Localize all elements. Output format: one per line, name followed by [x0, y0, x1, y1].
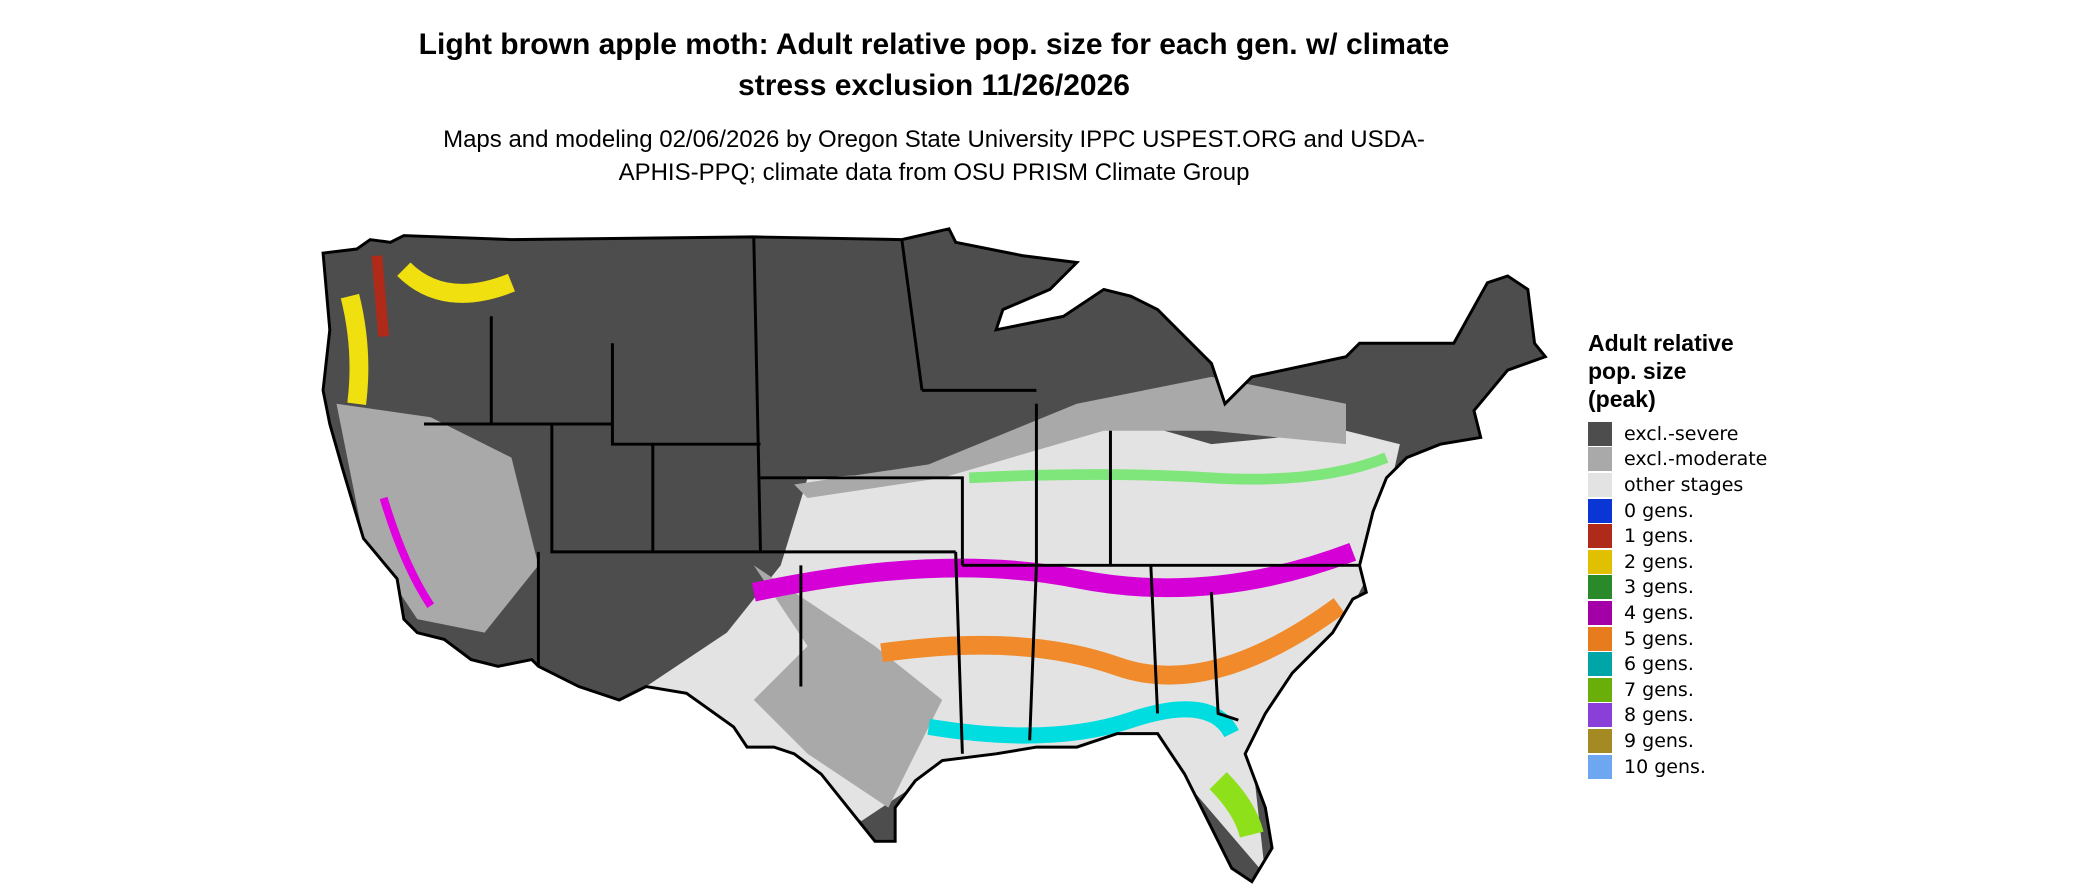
legend-item: excl.-moderate: [1588, 447, 1767, 473]
map-title: Light brown apple moth: Adult relative p…: [418, 28, 1450, 102]
legend-label: 7 gens.: [1624, 678, 1694, 701]
legend-label: 0 gens.: [1624, 499, 1694, 522]
legend-item: 7 gens.: [1588, 677, 1767, 703]
legend-label: 4 gens.: [1624, 601, 1694, 624]
legend-item: 8 gens.: [1588, 703, 1767, 729]
legend-item: 0 gens.: [1588, 498, 1767, 524]
legend: excl.-severe excl.-moderate other stages 0 …: [1588, 421, 1767, 779]
legend-item: 2 gens.: [1588, 549, 1767, 575]
legend-swatch: [1588, 421, 1612, 446]
legend-label: 8 gens.: [1624, 704, 1694, 727]
map: [321, 227, 1547, 883]
legend-label: 10 gens.: [1624, 755, 1706, 778]
legend-swatch: [1588, 728, 1612, 753]
legend-label: excl.-moderate: [1624, 448, 1768, 471]
legend-label: 3 gens.: [1624, 576, 1694, 599]
legend-swatch: [1588, 677, 1612, 702]
legend-label: 9 gens.: [1624, 729, 1694, 752]
map-subtitle: Maps and modeling 02/06/2026 by Oregon S…: [443, 126, 1425, 186]
state-borders: [321, 227, 1547, 883]
legend-item: 9 gens.: [1588, 728, 1767, 754]
legend-label: excl.-severe: [1624, 422, 1739, 445]
legend-item: 4 gens.: [1588, 600, 1767, 626]
legend-item: excl.-severe: [1588, 421, 1767, 447]
legend-swatch: [1588, 754, 1612, 779]
legend-label: 2 gens.: [1624, 550, 1694, 573]
legend-swatch: [1588, 600, 1612, 625]
legend-swatch: [1588, 472, 1612, 497]
legend-item: 3 gens.: [1588, 575, 1767, 601]
legend-label: other stages: [1624, 473, 1744, 496]
legend-label: 5 gens.: [1624, 627, 1694, 650]
legend-label: 1 gens.: [1624, 525, 1694, 548]
legend-swatch: [1588, 652, 1612, 677]
legend-swatch: [1588, 524, 1612, 549]
legend-title: Adult relative pop. size (peak): [1588, 330, 1734, 412]
legend-swatch: [1588, 549, 1612, 574]
legend-swatch: [1588, 703, 1612, 728]
legend-swatch: [1588, 447, 1612, 472]
zones: [336, 255, 1400, 875]
legend-swatch: [1588, 626, 1612, 651]
legend-swatch: [1588, 498, 1612, 523]
legend-item: 5 gens.: [1588, 626, 1767, 652]
legend-item: 10 gens.: [1588, 754, 1767, 780]
map-body: [321, 227, 1547, 883]
legend-swatch: [1588, 575, 1612, 600]
legend-item: other stages: [1588, 472, 1767, 498]
legend-label: 6 gens.: [1624, 653, 1694, 676]
legend-item: 1 gens.: [1588, 523, 1767, 549]
legend-item: 6 gens.: [1588, 651, 1767, 677]
